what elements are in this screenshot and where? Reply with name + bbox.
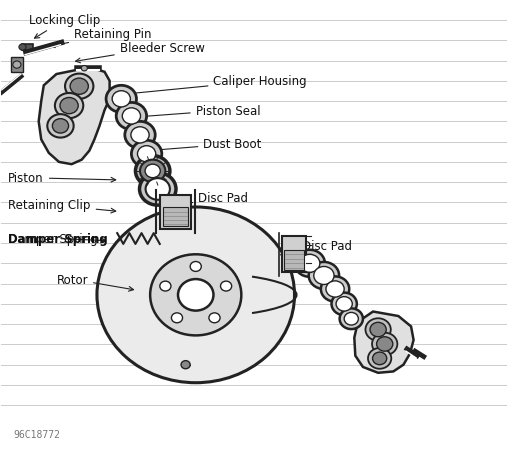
- Circle shape: [112, 92, 131, 108]
- Circle shape: [332, 293, 357, 315]
- Circle shape: [145, 165, 161, 178]
- Circle shape: [150, 255, 241, 336]
- Circle shape: [300, 255, 320, 273]
- Text: Disc Pad: Disc Pad: [167, 192, 248, 208]
- Text: Disc Pad: Disc Pad: [281, 239, 352, 257]
- Circle shape: [171, 313, 182, 323]
- Circle shape: [190, 262, 201, 272]
- Text: Dust Boot: Dust Boot: [151, 138, 262, 153]
- Text: 96C18772: 96C18772: [13, 429, 60, 439]
- Text: Damper Spring: Damper Spring: [8, 233, 108, 245]
- Bar: [11, 58, 23, 73]
- Circle shape: [125, 122, 155, 149]
- Bar: [161, 195, 190, 229]
- Circle shape: [181, 361, 190, 369]
- Circle shape: [132, 141, 162, 168]
- Circle shape: [116, 103, 147, 130]
- Text: Retaining Pin: Retaining Pin: [50, 28, 152, 48]
- Circle shape: [309, 262, 339, 290]
- Circle shape: [178, 280, 213, 311]
- Circle shape: [220, 281, 232, 291]
- Circle shape: [19, 45, 26, 51]
- Circle shape: [340, 308, 363, 329]
- Text: Piston Seal: Piston Seal: [142, 104, 261, 120]
- Circle shape: [13, 62, 21, 69]
- Text: Rotor: Rotor: [56, 273, 134, 291]
- Circle shape: [70, 79, 88, 95]
- Circle shape: [326, 281, 344, 298]
- Circle shape: [106, 86, 137, 113]
- Circle shape: [47, 115, 74, 138]
- Circle shape: [368, 348, 391, 369]
- Circle shape: [81, 66, 87, 72]
- Circle shape: [295, 250, 325, 277]
- Bar: [282, 237, 306, 273]
- Text: Bleeder Screw: Bleeder Screw: [76, 41, 205, 64]
- Bar: [22, 45, 33, 51]
- Circle shape: [97, 207, 295, 383]
- Circle shape: [314, 267, 334, 285]
- Text: Locking Clip: Locking Clip: [28, 14, 100, 39]
- Circle shape: [160, 281, 171, 291]
- Circle shape: [372, 352, 387, 365]
- Circle shape: [60, 98, 78, 115]
- Circle shape: [140, 173, 176, 206]
- Bar: [284, 251, 304, 271]
- Text: Damper Spring: Damper Spring: [8, 233, 106, 245]
- Circle shape: [209, 313, 220, 323]
- Circle shape: [370, 322, 386, 337]
- Bar: [163, 208, 188, 227]
- Text: Retaining Clip: Retaining Clip: [8, 199, 116, 213]
- Circle shape: [336, 297, 352, 311]
- Polygon shape: [354, 312, 414, 373]
- Circle shape: [52, 120, 69, 134]
- Text: Caliper Housing: Caliper Housing: [126, 75, 307, 97]
- Circle shape: [372, 333, 397, 355]
- Circle shape: [65, 74, 93, 100]
- Circle shape: [131, 128, 149, 144]
- Circle shape: [365, 318, 391, 341]
- Circle shape: [122, 109, 141, 125]
- Text: Piston: Piston: [8, 172, 116, 185]
- Circle shape: [140, 160, 165, 183]
- Circle shape: [146, 179, 170, 200]
- Polygon shape: [39, 68, 110, 165]
- Circle shape: [344, 313, 358, 325]
- Circle shape: [55, 94, 83, 119]
- Circle shape: [138, 147, 156, 162]
- Circle shape: [376, 337, 393, 351]
- Circle shape: [136, 156, 170, 187]
- Circle shape: [321, 277, 349, 302]
